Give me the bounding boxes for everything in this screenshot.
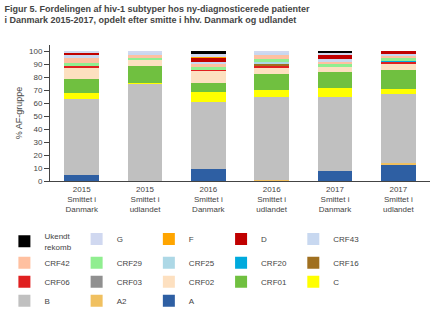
svg-text:CRF03: CRF03 [117, 278, 143, 287]
svg-text:70: 70 [33, 86, 42, 95]
svg-text:Figur 5. Fordelingen af hiv-1: Figur 5. Fordelingen af hiv-1 subtyper h… [4, 4, 310, 26]
svg-text:C: C [333, 278, 339, 287]
svg-text:20: 20 [33, 151, 42, 160]
svg-text:CRF42: CRF42 [44, 259, 70, 268]
svg-text:100: 100 [29, 47, 43, 56]
svg-text:CRF01: CRF01 [261, 278, 287, 287]
svg-text:CRF06: CRF06 [44, 278, 70, 287]
svg-text:CRF20: CRF20 [261, 259, 287, 268]
svg-text:D: D [261, 235, 267, 244]
svg-text:10: 10 [33, 164, 42, 173]
svg-text:80: 80 [33, 73, 42, 82]
svg-text:Ukendtrekomb: Ukendtrekomb [44, 232, 71, 251]
svg-text:CRF25: CRF25 [189, 259, 215, 268]
svg-text:A2: A2 [117, 297, 127, 306]
svg-text:CRF29: CRF29 [117, 259, 143, 268]
svg-text:CRF43: CRF43 [333, 235, 359, 244]
svg-text:40: 40 [33, 125, 42, 134]
svg-text:2016Smittet iudlandet: 2016Smittet iudlandet [256, 185, 287, 215]
svg-text:30: 30 [33, 138, 42, 147]
svg-text:2017Smittet iDanmark: 2017Smittet iDanmark [319, 185, 352, 215]
svg-text:90: 90 [33, 60, 42, 69]
svg-text:2017Smittet iudlandet: 2017Smittet iudlandet [383, 185, 414, 215]
svg-text:2016Smittet iDanmark: 2016Smittet iDanmark [192, 185, 225, 215]
svg-text:B: B [44, 297, 49, 306]
svg-text:2015Smittet iDanmark: 2015Smittet iDanmark [65, 185, 98, 215]
svg-text:CRF02: CRF02 [189, 278, 215, 287]
svg-text:50: 50 [33, 112, 42, 121]
svg-text:G: G [117, 235, 123, 244]
svg-text:F: F [189, 235, 194, 244]
svg-text:2015Smittet iudlandet: 2015Smittet iudlandet [130, 185, 161, 215]
svg-text:% AF-gruppe: % AF-gruppe [14, 87, 24, 140]
svg-text:CRF16: CRF16 [333, 259, 359, 268]
svg-text:A: A [189, 297, 195, 306]
svg-text:0: 0 [38, 177, 43, 186]
svg-text:60: 60 [33, 99, 42, 108]
